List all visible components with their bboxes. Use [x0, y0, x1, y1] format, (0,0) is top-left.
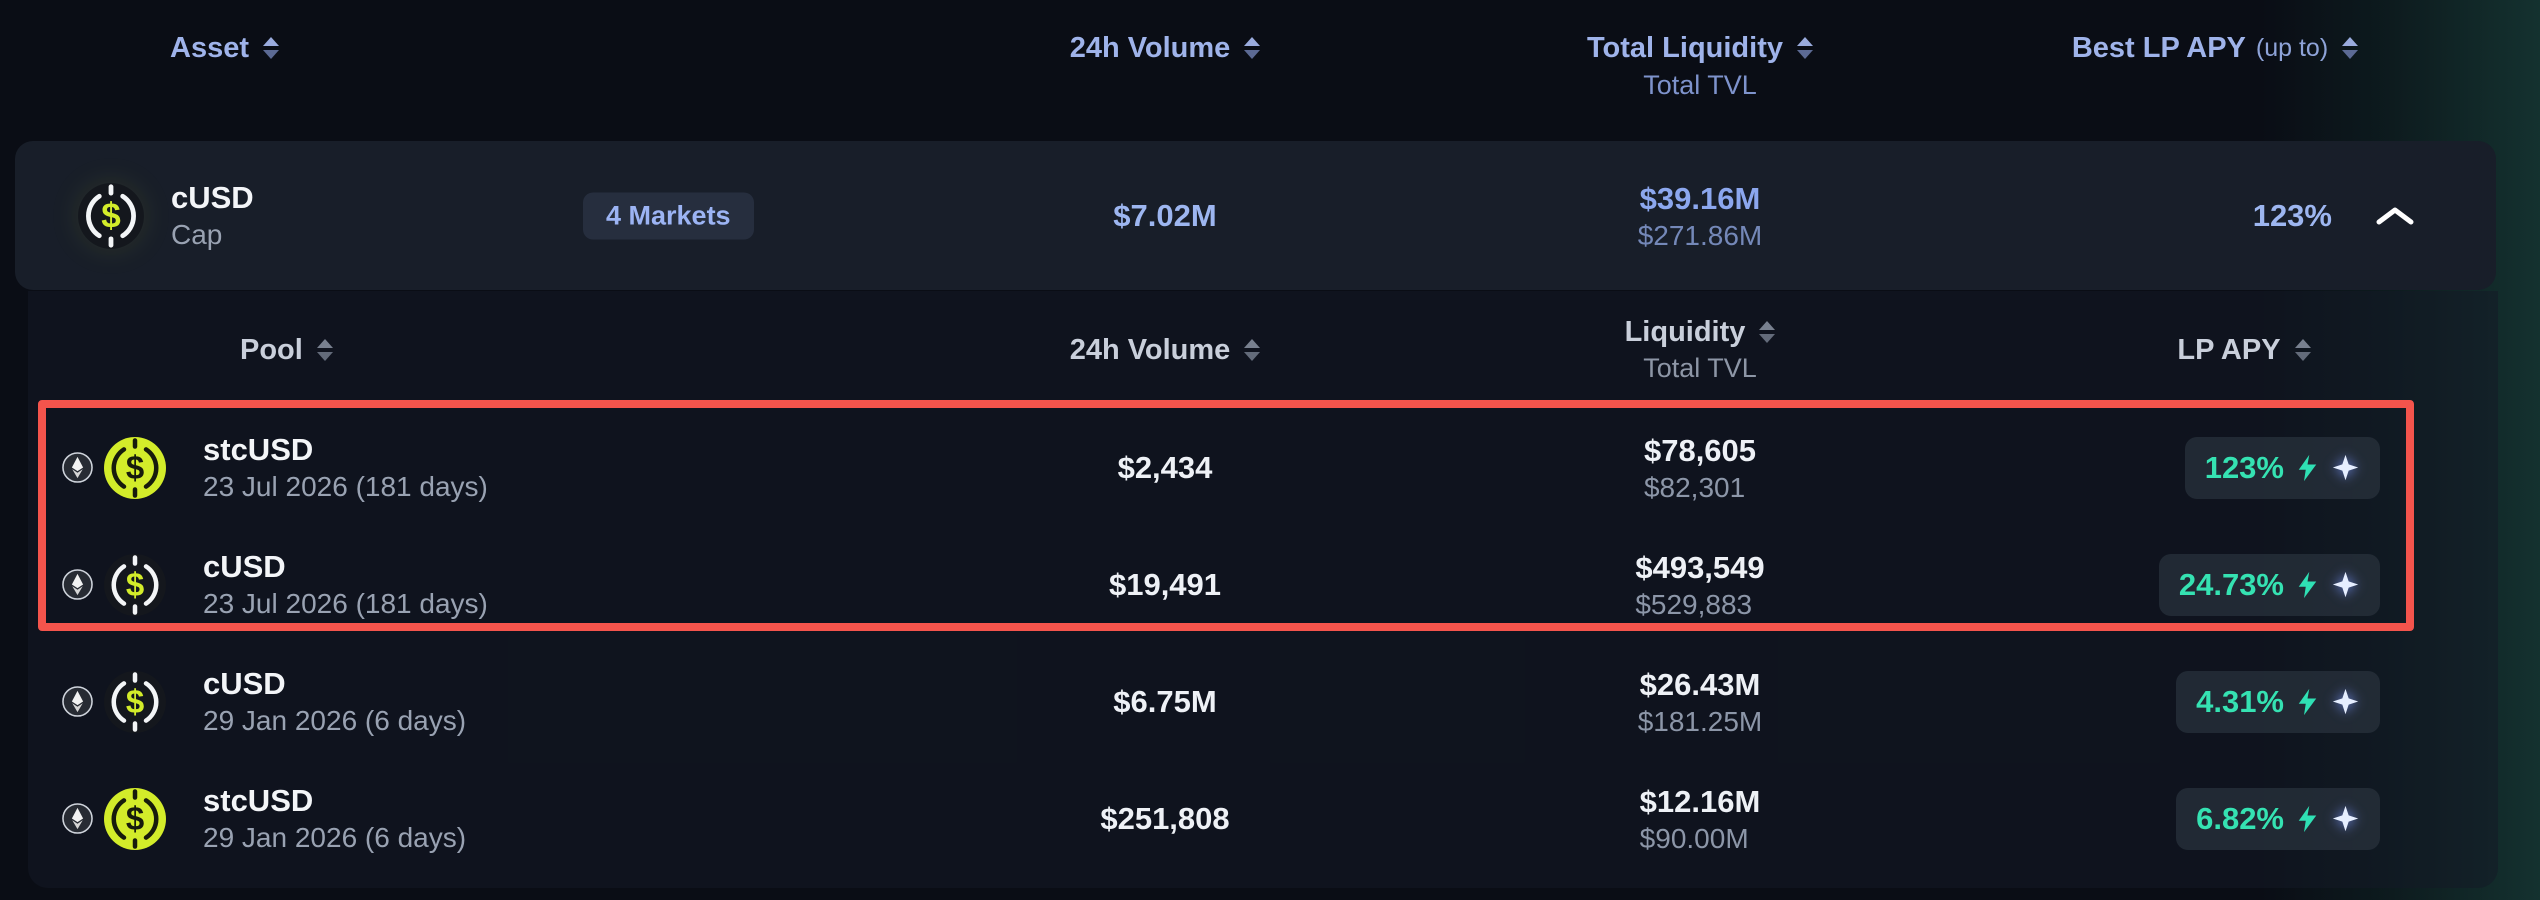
lightning-icon — [2297, 805, 2318, 833]
lp-apy-badge: 4.31% — [2176, 670, 2380, 733]
lp-apy-badge: 24.73% — [2158, 553, 2380, 616]
pool-maturity: 23 Jul 2026 (181 days) — [203, 587, 488, 619]
asset-total-tvl: $271.86M — [1637, 219, 1763, 251]
asset-title-block: cUSD Cap — [171, 179, 254, 253]
pool-volume: $19,491 — [1108, 566, 1222, 602]
sort-icon[interactable] — [1759, 321, 1776, 343]
asset-best-apy: 123% — [2252, 197, 2332, 233]
lp-apy-badge: 6.82% — [2176, 787, 2380, 850]
asset-24h-volume: $7.02M — [1113, 197, 1217, 233]
ethereum-icon — [62, 686, 93, 717]
lightning-icon — [2297, 571, 2318, 599]
pool-liquidity: $78,605 — [1643, 432, 1757, 468]
pool-row-stcusd-23jul[interactable]: stcUSD 23 Jul 2026 (181 days) $2,434 $78… — [28, 409, 2498, 526]
volume-column-label: 24h Volume — [1069, 32, 1231, 64]
cusd-coin-icon — [103, 553, 167, 617]
pool-liquidity: $26.43M — [1639, 666, 1761, 702]
lightning-icon — [2297, 688, 2318, 716]
collapse-chevron-up-icon[interactable] — [2370, 199, 2420, 233]
column-header-pool-liquidity[interactable]: Liquidity Total TVL — [1410, 291, 1990, 409]
pool-tvl: $82,301 — [1643, 471, 1746, 503]
lp-apy-value: 6.82% — [2196, 800, 2284, 836]
apy-column-label: Best LP APY — [2071, 32, 2246, 64]
column-header-best-lp-apy[interactable]: Best LP APY (up to) — [1990, 0, 2540, 140]
ethereum-icon — [62, 569, 93, 600]
column-header-24h-volume[interactable]: 24h Volume — [920, 0, 1410, 140]
column-header-total-liquidity[interactable]: Total Liquidity Total TVL — [1410, 0, 1990, 140]
ethereum-icon — [62, 803, 93, 834]
total-tvl-column-sublabel: Total TVL — [1643, 70, 1757, 100]
sort-icon[interactable] — [2294, 339, 2311, 361]
pool-maturity: 29 Jan 2026 (6 days) — [203, 704, 467, 736]
stcusd-coin-icon — [103, 436, 167, 500]
apy-column-qualifier: (up to) — [2255, 33, 2329, 62]
sort-icon[interactable] — [1244, 37, 1261, 59]
asset-subtitle: Cap — [171, 218, 223, 250]
sparkle-icon — [2331, 804, 2360, 833]
column-header-pool-volume[interactable]: 24h Volume — [920, 291, 1410, 409]
pool-maturity: 29 Jan 2026 (6 days) — [203, 821, 467, 853]
lp-apy-column-label: LP APY — [2177, 334, 2281, 366]
pool-tvl: $90.00M — [1639, 822, 1749, 854]
sparkle-icon — [2331, 687, 2360, 716]
lightning-icon — [2297, 454, 2318, 482]
pool-volume: $251,808 — [1100, 800, 1230, 836]
lp-apy-value: 123% — [2204, 449, 2284, 485]
liquidity-column-label: Total Liquidity — [1587, 32, 1783, 64]
pool-volume-column-label: 24h Volume — [1069, 334, 1231, 366]
asset-row-cusd[interactable]: cUSD Cap 4 Markets $7.02M $39.16M $271.8… — [15, 141, 2496, 290]
asset-name: cUSD — [171, 179, 254, 215]
ethereum-icon — [62, 452, 93, 483]
pool-total-tvl-sublabel: Total TVL — [1643, 353, 1757, 383]
column-header-lp-apy[interactable]: LP APY — [1990, 291, 2498, 409]
sparkle-icon — [2331, 570, 2360, 599]
sort-icon[interactable] — [2342, 37, 2359, 59]
pool-tvl: $529,883 — [1635, 588, 1753, 620]
sort-icon[interactable] — [263, 37, 279, 59]
lp-apy-value: 24.73% — [2178, 566, 2284, 602]
cusd-coin-icon — [77, 182, 145, 250]
pool-liquidity-column-label: Liquidity — [1624, 316, 1746, 348]
pools-table-header: Pool 24h Volume Liquidity Total TVL LP A… — [28, 291, 2498, 409]
pools-panel: Pool 24h Volume Liquidity Total TVL LP A… — [28, 291, 2498, 888]
lp-apy-badge: 123% — [2184, 436, 2380, 499]
sparkle-icon — [2331, 453, 2360, 482]
pool-row-stcusd-29jan[interactable]: stcUSD 29 Jan 2026 (6 days) $251,808 $12… — [28, 760, 2498, 877]
pool-row-cusd-23jul[interactable]: cUSD 23 Jul 2026 (181 days) $19,491 $493… — [28, 526, 2498, 643]
pool-maturity: 23 Jul 2026 (181 days) — [203, 470, 488, 502]
pool-name: cUSD — [203, 665, 286, 701]
stcusd-coin-icon — [103, 787, 167, 851]
asset-total-liquidity: $39.16M — [1639, 180, 1761, 216]
pool-volume: $6.75M — [1113, 683, 1217, 719]
pool-column-label: Pool — [240, 334, 303, 366]
column-header-asset[interactable]: Asset — [0, 0, 920, 140]
pool-name: stcUSD — [203, 782, 314, 818]
sort-icon[interactable] — [1244, 339, 1261, 361]
sort-icon[interactable] — [1797, 37, 1813, 59]
assets-table-header: Asset 24h Volume Total Liquidity Total T… — [0, 0, 2540, 140]
pool-row-cusd-29jan[interactable]: cUSD 29 Jan 2026 (6 days) $6.75M $26.43M… — [28, 643, 2498, 760]
sort-icon[interactable] — [316, 339, 333, 361]
pool-liquidity: $493,549 — [1635, 549, 1765, 585]
pool-tvl: $181.25M — [1637, 705, 1763, 737]
pool-name: stcUSD — [203, 431, 314, 467]
column-header-pool[interactable]: Pool — [28, 291, 920, 409]
markets-count-badge: 4 Markets — [583, 192, 754, 239]
asset-column-label: Asset — [170, 32, 249, 64]
pool-name: cUSD — [203, 548, 286, 584]
cusd-coin-icon — [103, 670, 167, 734]
lp-apy-value: 4.31% — [2196, 683, 2284, 719]
pool-liquidity: $12.16M — [1639, 783, 1761, 819]
pool-volume: $2,434 — [1117, 449, 1213, 485]
